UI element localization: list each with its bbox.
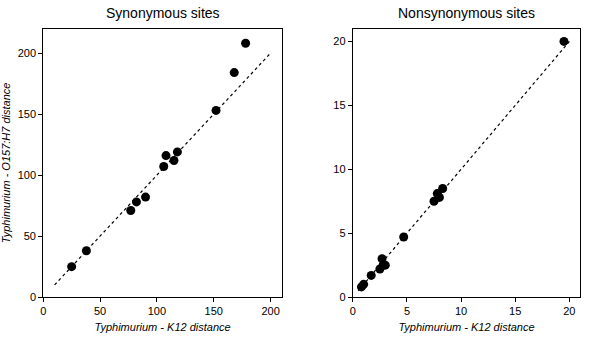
svg-text:5: 5 [404, 305, 410, 317]
svg-text:Typhimurium - K12 distance: Typhimurium - K12 distance [398, 321, 534, 333]
svg-text:150: 150 [18, 108, 36, 120]
svg-text:100: 100 [18, 169, 36, 181]
svg-text:50: 50 [94, 305, 106, 317]
svg-text:200: 200 [261, 305, 279, 317]
svg-text:10: 10 [455, 305, 467, 317]
svg-text:15: 15 [509, 305, 521, 317]
svg-text:100: 100 [148, 305, 166, 317]
svg-text:200: 200 [18, 47, 36, 59]
svg-text:20: 20 [333, 35, 345, 47]
svg-text:Synonymous sites: Synonymous sites [106, 5, 220, 21]
svg-text:Nonsynonymous sites: Nonsynonymous sites [398, 5, 535, 21]
svg-text:0: 0 [350, 305, 356, 317]
svg-text:20: 20 [563, 305, 575, 317]
svg-text:Typhimurium - K12 distance: Typhimurium - K12 distance [95, 321, 231, 333]
svg-text:0: 0 [40, 305, 46, 317]
svg-text:10: 10 [333, 163, 345, 175]
svg-text:Typhimurium - O157:H7 distance: Typhimurium - O157:H7 distance [0, 83, 12, 244]
svg-text:0: 0 [339, 291, 345, 303]
svg-text:0: 0 [30, 291, 36, 303]
svg-text:5: 5 [339, 227, 345, 239]
svg-text:150: 150 [205, 305, 223, 317]
svg-text:15: 15 [333, 99, 345, 111]
svg-text:50: 50 [24, 230, 36, 242]
